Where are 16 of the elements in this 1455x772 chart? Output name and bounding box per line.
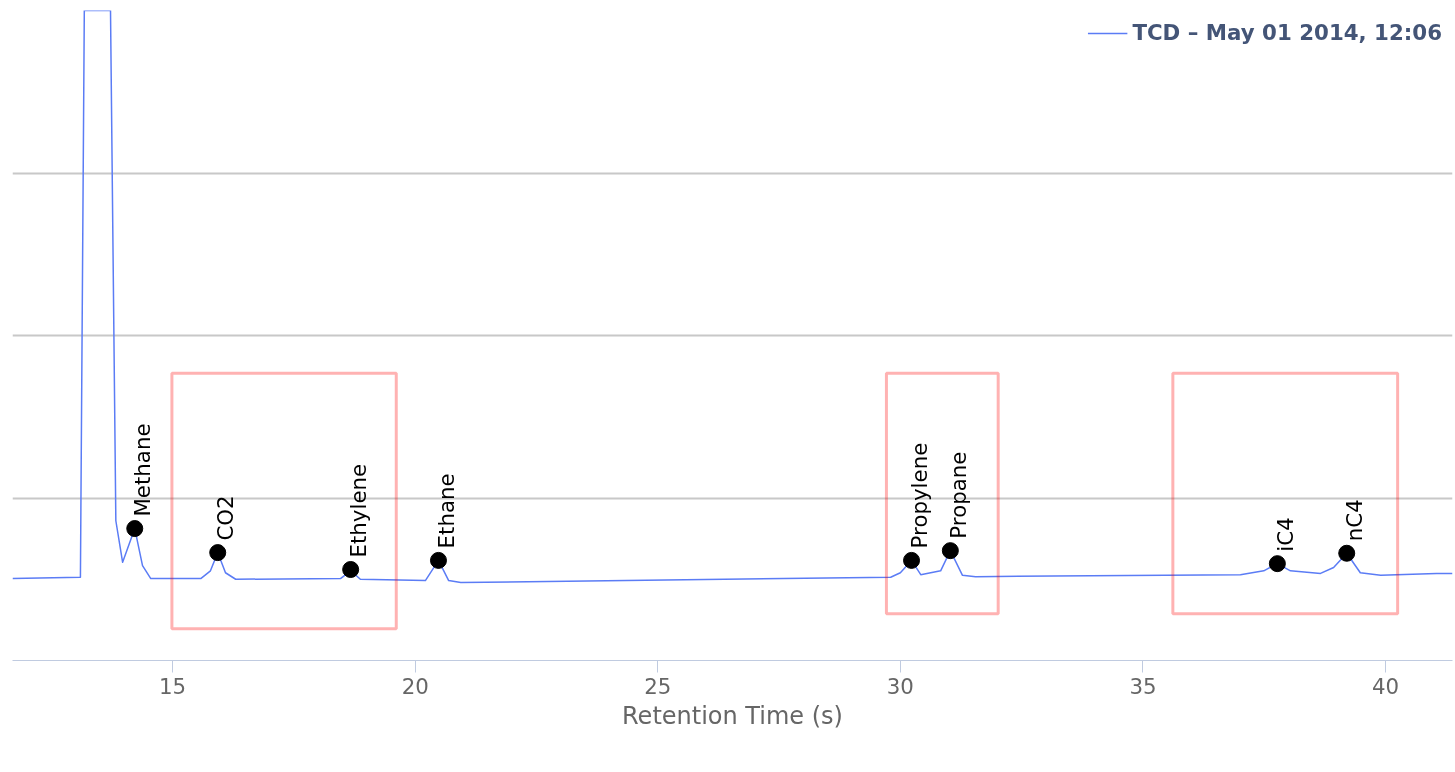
x-tick-label: 35: [1129, 673, 1157, 699]
annotation: Propane: [945, 451, 971, 539]
annotation: Ethylene: [346, 463, 372, 558]
x-tick-label: 40: [1371, 673, 1400, 699]
x-tick-label: 15: [159, 673, 187, 699]
legend-label: TCD – May 01 2014, 12:06: [1132, 20, 1442, 45]
annotation: Propylene: [907, 442, 933, 549]
annotation: nC4: [1342, 499, 1368, 542]
annotation: Ethane: [433, 473, 459, 549]
x-tick-label: 30: [886, 673, 914, 699]
annotation: iC4: [1272, 517, 1298, 552]
annotation: CO2: [213, 495, 239, 541]
x-tick-label: 20: [401, 673, 429, 699]
x-axis-title: Retention Time (s): [622, 701, 843, 730]
annotation: Methane: [130, 423, 156, 517]
x-tick-label: 25: [644, 673, 672, 699]
